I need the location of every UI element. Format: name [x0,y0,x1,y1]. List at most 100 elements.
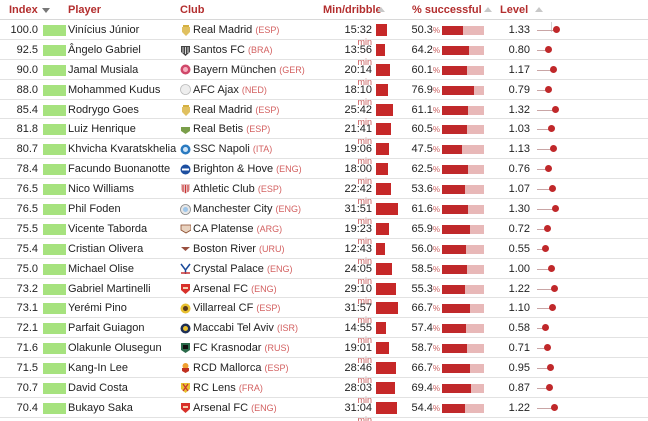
player-name[interactable]: Yerémi Pino [68,302,127,315]
table-row[interactable]: 78.4 Facundo Buonanotte Brighton & Hove (E… [0,159,648,186]
player-name[interactable]: Phil Foden [68,203,121,216]
club-cell[interactable]: Santos FC (BRA) [193,44,273,56]
club-cell[interactable]: Maccabi Tel Aviv (ISR) [193,322,298,334]
player-name[interactable]: Mohammed Kudus [68,83,161,96]
index-bar [43,383,66,395]
column-header-player[interactable]: Player [68,4,102,16]
club-cell[interactable]: SSC Napoli (ITA) [193,143,272,155]
unit-pct: % [432,45,440,55]
club-cell[interactable]: RCD Mallorca (ESP) [193,362,289,374]
column-header-pct-successful[interactable]: % successful [412,4,482,16]
min-per-dribble-bar [376,242,385,255]
table-row[interactable]: 73.2 Gabriel Martinelli Arsenal FC (ENG) 29… [0,279,648,306]
index-value: 73.1 [16,302,38,315]
pct-bar-track [442,125,484,135]
sort-ascending-icon[interactable] [535,7,543,12]
player-name[interactable]: Rodrygo Goes [68,103,139,116]
column-header-club[interactable]: Club [180,4,205,16]
club-cell[interactable]: Boston River (URU) [193,243,285,255]
table-row[interactable]: 90.0 Jamal Musiala Bayern München (GER) 20:… [0,60,648,87]
club-cell[interactable]: Arsenal FC (ENG) [193,402,277,414]
club-name: Arsenal FC [193,282,249,295]
unit-min: min [357,136,372,147]
pct-successful: 58.7% [410,342,440,355]
krasnodar-crest-icon [180,342,191,354]
min-per-dribble-value: 31:51 [344,203,372,216]
club-cell[interactable]: Athletic Club (ESP) [193,183,282,195]
table-row[interactable]: 75.0 Michael Olise Crystal Palace (ENG) 24:… [0,259,648,286]
pct-bar-track [442,105,484,115]
player-name[interactable]: Cristian Olivera [68,242,144,255]
club-cell[interactable]: Crystal Palace (ENG) [193,263,292,275]
table-row[interactable]: 92.5 Ângelo Gabriel Santos FC (BRA) 13:56 m… [0,40,648,67]
table-row[interactable]: 70.7 David Costa RC Lens (FRA) 28:03 min 69.… [0,378,648,405]
player-name[interactable]: Khvicha Kvaratskhelia [68,143,177,156]
table-row[interactable]: 88.0 Mohammed Kudus AFC Ajax (NED) 18:10 mi… [0,80,648,107]
club-cell[interactable]: Villarreal CF (ESP) [193,302,280,314]
column-header-min-dribble[interactable]: Min/dribble [323,4,382,16]
table-row[interactable]: 75.5 Vicente Taborda CA Platense (ARG) 19:2… [0,219,648,246]
min-per-dribble-value: 13:56 [344,43,372,56]
club-name: Manchester City [193,203,273,216]
club-name: Crystal Palace [193,262,264,275]
club-name: RCD Mallorca [193,362,262,375]
pct-bar-fill [442,304,470,314]
club-name: Real Madrid [193,103,253,116]
min-per-dribble: 21:41 min [330,123,372,147]
column-header-level[interactable]: Level [500,4,529,16]
club-cell[interactable]: RC Lens (FRA) [193,382,263,394]
pct-bar-fill [442,205,468,215]
table-row[interactable]: 100.0 Vinícius Júnior Real Madrid (ESP) 15:… [0,20,648,47]
sort-ascending-icon[interactable] [484,7,492,12]
player-name[interactable]: David Costa [68,382,128,395]
country-code: (ESP) [264,363,289,374]
club-cell[interactable]: Manchester City (ENG) [193,203,301,215]
player-name[interactable]: Vinícius Júnior [68,24,140,36]
table-row[interactable]: 71.5 Kang-In Lee RCD Mallorca (ESP) 28:46 m… [0,358,648,385]
table-row[interactable]: 75.4 Cristian Olivera Boston River (URU) 12… [0,239,648,266]
pct-successful: 57.4% [410,322,440,335]
sort-descending-icon[interactable] [42,8,50,13]
table-row[interactable]: 70.4 Bukayo Saka Arsenal FC (ENG) 31:04 min… [0,398,648,421]
club-cell[interactable]: CA Platense (ARG) [193,223,282,235]
club-cell[interactable]: Brighton & Hove (ENG) [193,163,302,175]
level-lollipop-line [537,149,553,151]
table-row[interactable]: 76.5 Nico Williams Athletic Club (ESP) 22:4… [0,179,648,206]
table-row[interactable]: 85.4 Rodrygo Goes Real Madrid (ESP) 25:42 m… [0,100,648,127]
player-name[interactable]: Olakunle Olusegun [68,342,162,355]
club-cell[interactable]: Bayern München (GER) [193,64,305,76]
table-row[interactable]: 76.5 Phil Foden Manchester City (ENG) 31:51… [0,199,648,226]
player-name[interactable]: Bukayo Saka [68,401,133,414]
column-header-index[interactable]: Index [9,4,38,16]
table-row[interactable]: 73.1 Yerémi Pino Villarreal CF (ESP) 31:57 … [0,298,648,325]
index-bar [43,283,66,295]
player-name[interactable]: Jamal Musiala [68,63,139,76]
level-lollipop-line [537,109,555,111]
min-per-dribble-value: 15:32 [344,24,372,36]
player-name[interactable]: Gabriel Martinelli [68,282,151,295]
player-name[interactable]: Ângelo Gabriel [68,43,141,56]
club-cell[interactable]: Real Madrid (ESP) [193,104,279,116]
player-name[interactable]: Michael Olise [68,262,135,275]
min-per-dribble: 12:43 min [330,243,372,267]
unit-pct: % [432,185,440,195]
table-row[interactable]: 80.7 Khvicha Kvaratskhelia SSC Napoli (ITA… [0,139,648,166]
club-cell[interactable]: Arsenal FC (ENG) [193,283,277,295]
player-name[interactable]: Luiz Henrique [68,123,136,136]
club-cell[interactable]: FC Krasnodar (RUS) [193,342,290,354]
player-name[interactable]: Nico Williams [68,183,134,196]
sort-ascending-icon[interactable] [377,7,385,12]
club-cell[interactable]: Real Betis (ESP) [193,123,270,135]
player-name[interactable]: Vicente Taborda [68,222,148,235]
table-row[interactable]: 72.1 Parfait Guiagon Maccabi Tel Aviv (ISR… [0,318,648,345]
player-name[interactable]: Parfait Guiagon [68,322,145,335]
club-cell[interactable]: AFC Ajax (NED) [193,84,267,96]
player-name[interactable]: Kang-In Lee [68,362,128,375]
club-cell[interactable]: Real Madrid (ESP) [193,24,279,36]
pct-bar-fill [442,244,466,254]
player-name[interactable]: Facundo Buonanotte [68,163,171,176]
ajax-crest-icon [180,84,191,96]
table-row[interactable]: 71.6 Olakunle Olusegun FC Krasnodar (RUS) 1… [0,338,648,365]
level-value: 0.55 [508,242,530,255]
table-row[interactable]: 81.8 Luiz Henrique Real Betis (ESP) 21:41 m… [0,119,648,146]
